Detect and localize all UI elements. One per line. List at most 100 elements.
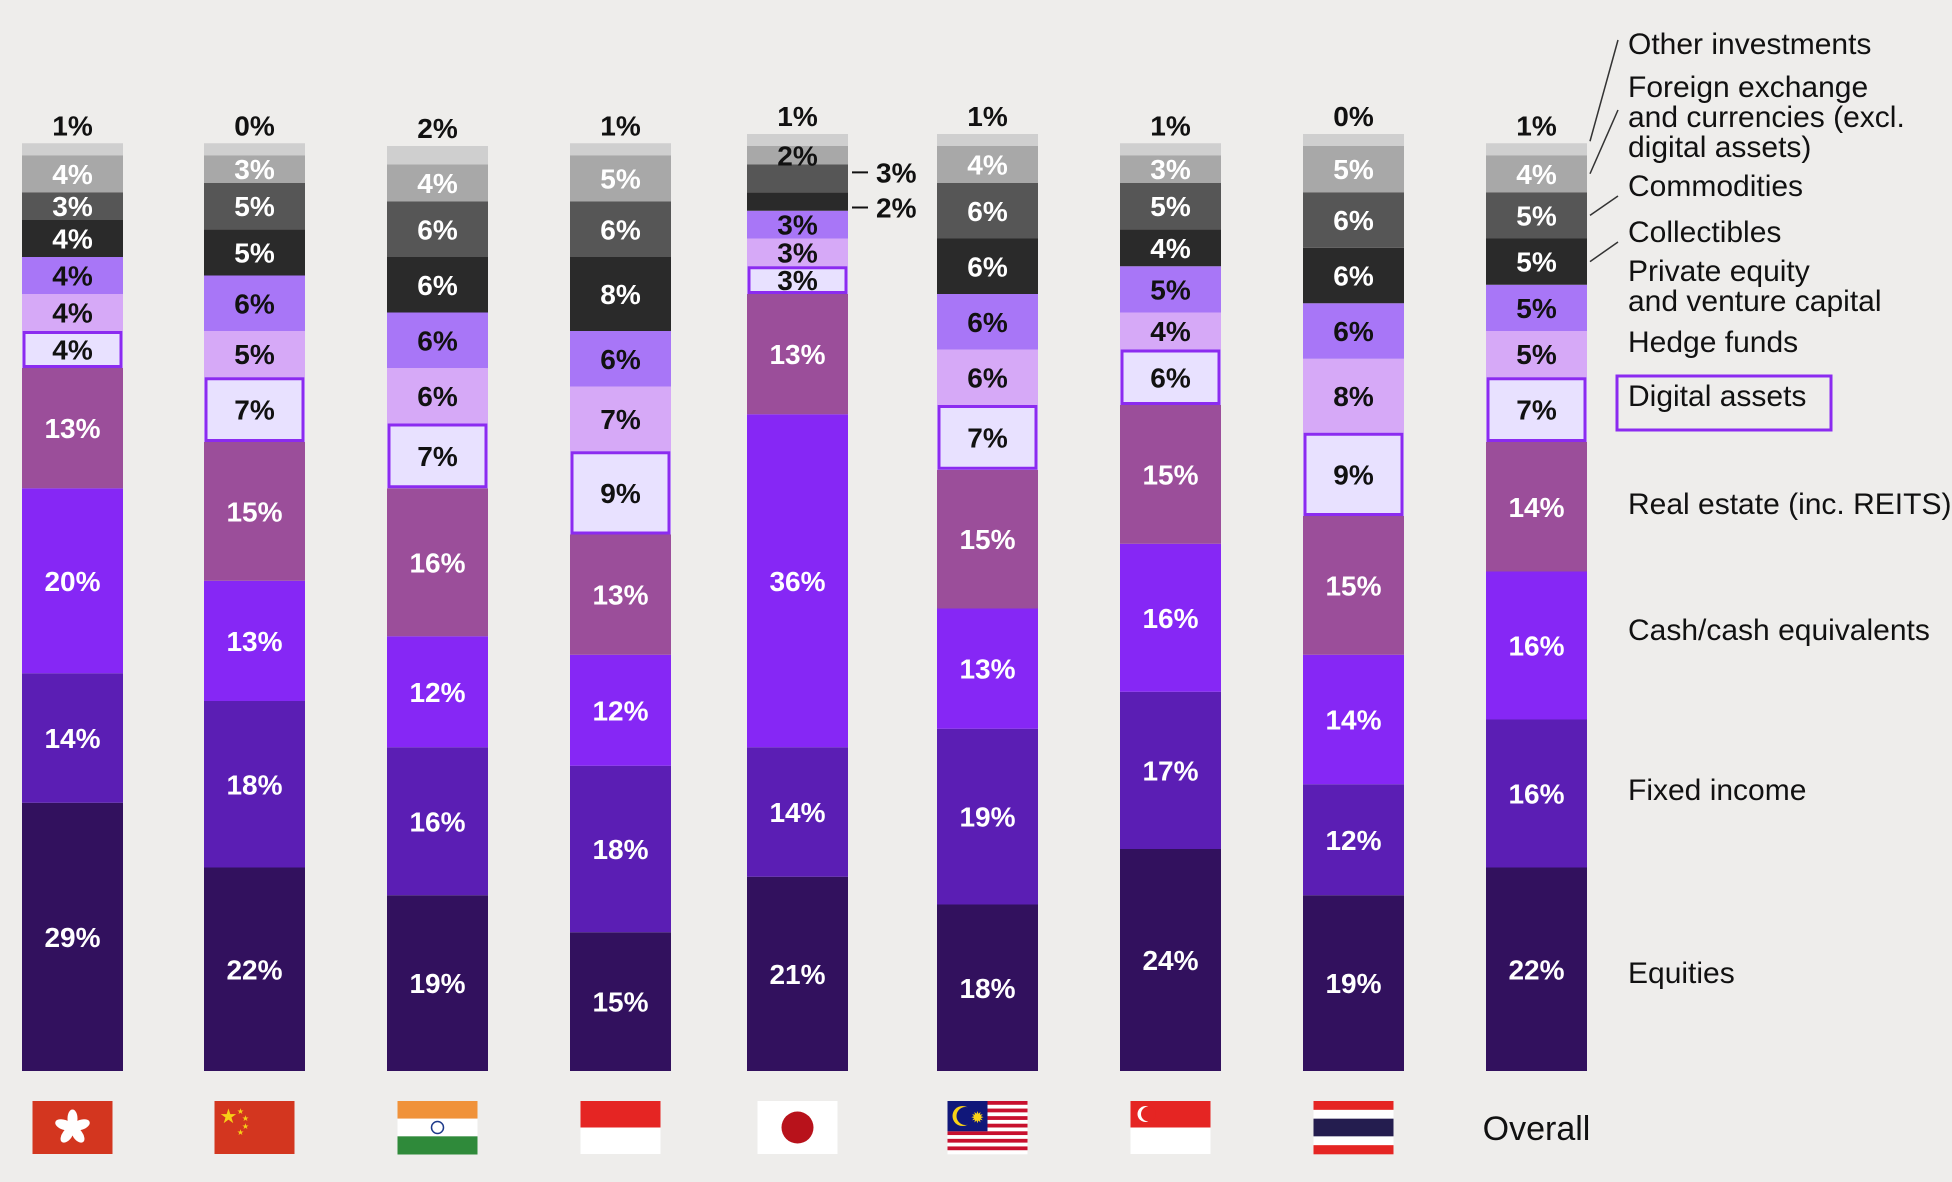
legend-label: and currencies (excl. — [1628, 101, 1905, 134]
data-label: 16% — [1142, 603, 1198, 634]
data-label: 13% — [592, 580, 648, 611]
bar-segment — [387, 164, 488, 202]
bar-column — [22, 143, 123, 1071]
bar-segment — [1486, 331, 1587, 378]
highlight-outline — [1303, 432, 1404, 516]
bar-segment — [22, 673, 123, 803]
bar-column — [1120, 143, 1221, 1071]
data-label: 15% — [1325, 570, 1381, 601]
legend-label: digital assets) — [1628, 131, 1811, 164]
data-label: 22% — [1508, 954, 1564, 985]
data-label: 24% — [1142, 945, 1198, 976]
data-label: 16% — [409, 547, 465, 578]
data-label: 6% — [1333, 205, 1374, 236]
data-label: 4% — [52, 335, 93, 366]
bar-segment — [1486, 442, 1587, 572]
bar-segment — [747, 294, 848, 415]
bar-segment — [1120, 849, 1221, 1071]
data-label: 6% — [417, 381, 458, 412]
data-label: 4% — [1150, 233, 1191, 264]
data-label: 5% — [1150, 274, 1191, 305]
legend-label: Equities — [1628, 957, 1735, 990]
bar-segment — [1120, 543, 1221, 692]
highlight-outline — [22, 331, 123, 368]
legend-label: Fixed income — [1628, 774, 1806, 807]
svg-text:✹: ✹ — [971, 1110, 984, 1127]
bar-segment — [22, 143, 123, 156]
bar-segment — [937, 238, 1038, 294]
bar-segment — [22, 802, 123, 1071]
data-label: 2% — [417, 113, 458, 144]
bar-segment — [387, 146, 488, 165]
bar-segment — [387, 368, 488, 424]
data-label: 16% — [409, 806, 465, 837]
bar-segment — [1303, 247, 1404, 304]
bar-segment — [1303, 516, 1404, 655]
data-label: 2% — [876, 193, 917, 224]
data-label: 19% — [409, 968, 465, 999]
bar-segment — [204, 275, 305, 331]
data-label: 6% — [234, 288, 275, 319]
data-label: 18% — [592, 834, 648, 865]
data-label: 3% — [876, 157, 917, 188]
bar-segment — [1486, 238, 1587, 285]
data-label: 3% — [234, 154, 275, 185]
data-label: 14% — [1325, 705, 1381, 736]
highlight-outline — [1486, 377, 1587, 442]
legend-item: Cash/cash equivalents — [1628, 614, 1930, 647]
legend-label: Cash/cash equivalents — [1628, 614, 1930, 647]
bar-segment — [937, 728, 1038, 905]
highlight-outline — [937, 405, 1038, 470]
bar-segment — [570, 451, 671, 535]
bar-segment — [22, 331, 123, 368]
bar-segment — [204, 867, 305, 1071]
data-label: 2% — [777, 140, 818, 171]
data-label: 0% — [234, 110, 275, 141]
bar-segment — [747, 747, 848, 877]
bar-segment — [387, 201, 488, 257]
svg-text:★: ★ — [220, 1106, 238, 1128]
bar-segment — [1303, 134, 1404, 146]
data-label: 1% — [52, 110, 93, 141]
legend-item: Real estate (inc. REITS) — [1628, 488, 1951, 521]
data-label: 13% — [44, 413, 100, 444]
data-label: 7% — [1516, 395, 1557, 426]
data-label: 5% — [1516, 200, 1557, 231]
bar-column — [387, 146, 488, 1071]
highlight-outline — [570, 451, 671, 535]
bar-segment — [387, 895, 488, 1071]
legend-item: Fixed income — [1628, 774, 1806, 807]
data-label: 13% — [226, 626, 282, 657]
legend-item: Hedge funds — [1628, 326, 1798, 359]
data-label: 14% — [769, 797, 825, 828]
bar-column — [747, 134, 848, 1071]
data-label: 14% — [44, 723, 100, 754]
legend-leader-line — [1589, 241, 1619, 263]
flag-thailand-icon — [1313, 1101, 1394, 1155]
bar-segment — [1486, 155, 1587, 193]
flag-indonesia-icon — [580, 1101, 661, 1154]
data-label: 5% — [234, 237, 275, 268]
legend-label: Private equity — [1628, 255, 1810, 288]
bar-segment — [387, 636, 488, 748]
svg-text:★: ★ — [237, 1107, 244, 1116]
data-label: 6% — [1333, 261, 1374, 292]
bar-segment — [22, 192, 123, 220]
data-label: 14% — [1508, 492, 1564, 523]
data-label: 1% — [777, 101, 818, 132]
data-label: 12% — [1325, 825, 1381, 856]
bar-segment — [1486, 192, 1587, 239]
bar-column — [204, 143, 305, 1071]
legend-leader-line — [1589, 195, 1619, 216]
data-label: 8% — [1333, 381, 1374, 412]
legend-label: and venture capital — [1628, 285, 1882, 318]
bar-segment — [937, 608, 1038, 729]
data-label: 9% — [600, 478, 641, 509]
bar-segment — [1120, 405, 1221, 544]
flag-india-icon — [397, 1101, 478, 1155]
bar-segment — [937, 469, 1038, 609]
bar-segment — [747, 210, 848, 239]
data-label: 4% — [417, 168, 458, 199]
bar-segment — [937, 405, 1038, 470]
